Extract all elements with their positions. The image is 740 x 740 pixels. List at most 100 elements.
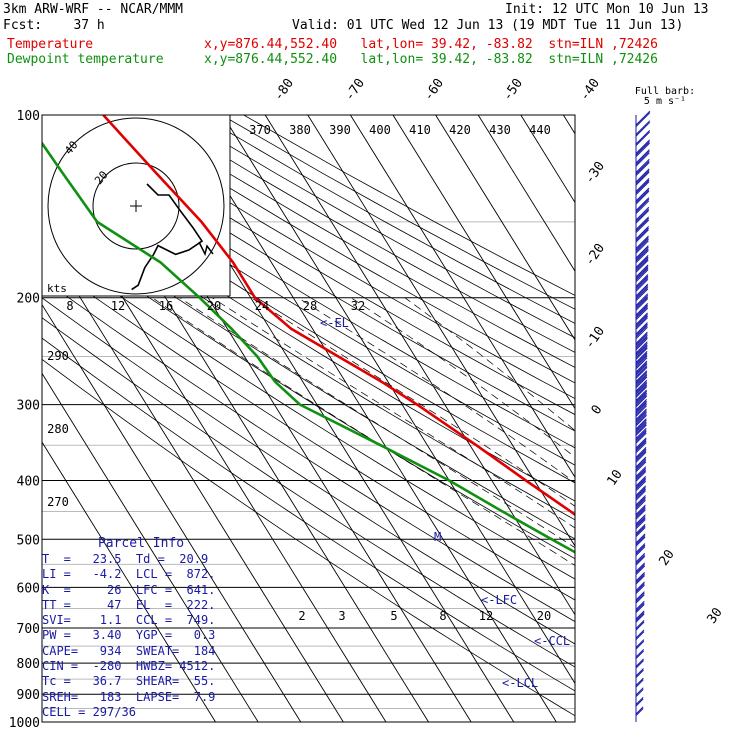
wind-barb <box>635 658 644 669</box>
level-annotation: <-LFC <box>481 593 517 607</box>
temperature-tick-label: -70 <box>342 76 368 104</box>
wind-barb <box>635 235 649 254</box>
pressure-tick-label: 900 <box>17 688 40 703</box>
pressure-tick-label: 800 <box>17 657 40 672</box>
dry-adiabat-line <box>155 115 575 353</box>
wind-barb <box>635 379 648 398</box>
hodograph-ring <box>47 117 225 295</box>
mixing-ratio-tick-label: 20 <box>207 299 221 313</box>
wind-barb <box>635 523 646 538</box>
wind-barb <box>635 370 648 389</box>
parcel-info-panel: Parcel Info T = 23.5 Td = 20.9 LI = -4.2… <box>42 536 230 724</box>
pressure-tick-label: 400 <box>17 474 40 489</box>
hodograph-ring <box>92 162 180 250</box>
mixing-ratio-tick-label: 2 <box>298 609 305 623</box>
mixing-ratio-tick-label: 20 <box>537 609 551 623</box>
theta-tick-label: 440 <box>529 123 551 137</box>
forecast-hour: Fcst: 37 h <box>3 18 105 33</box>
wind-barb <box>635 389 648 408</box>
wind-barb <box>635 168 650 186</box>
dry-adiabat-line <box>44 115 575 432</box>
dry-adiabat-line <box>42 189 575 521</box>
dry-adiabat-line <box>42 259 575 601</box>
wind-barb <box>635 504 646 520</box>
mixing-ratio-tick-label: 28 <box>303 299 317 313</box>
dry-adiabat-line <box>199 115 575 324</box>
moist-adiabat-line <box>251 297 575 507</box>
dry-adiabat-line <box>42 126 575 449</box>
temperature-tick-label: -80 <box>271 76 297 104</box>
wind-barb <box>635 322 648 340</box>
wind-barb <box>635 648 645 659</box>
isotherm-line <box>606 115 740 722</box>
wind-barb <box>635 264 649 283</box>
pressure-tick-label: 100 <box>17 109 40 124</box>
wind-barb <box>635 629 645 640</box>
wind-barb <box>635 620 645 631</box>
wind-barb <box>635 331 648 351</box>
dry-adiabat-line <box>42 173 575 502</box>
pressure-tick-label: 200 <box>17 292 40 307</box>
theta-tick-label: 270 <box>47 495 69 509</box>
wind-barb <box>635 610 645 623</box>
wind-barb <box>635 178 650 196</box>
parcel-row: K = 26 LFC = 641. <box>42 582 216 597</box>
plot-frame <box>41 114 576 723</box>
mixing-ratio-line <box>672 587 740 722</box>
wind-barb <box>635 399 647 417</box>
isotherm-line <box>42 303 302 722</box>
theta-tick-label: 420 <box>449 123 471 137</box>
wind-barb <box>635 437 647 454</box>
level-annotation: <-LCL <box>502 676 538 690</box>
mixing-ratio-tick-label: 32 <box>351 299 365 313</box>
wind-barb <box>635 562 646 576</box>
wind-barb <box>635 591 645 604</box>
wind-barb <box>635 543 646 557</box>
wind-barb <box>635 456 647 473</box>
wind-barb <box>635 158 650 177</box>
parcel-row: T = 23.5 Td = 20.9 <box>42 552 209 566</box>
model-title: 3km ARW-WRF -- NCAR/MMM <box>3 2 184 17</box>
wind-barb <box>635 706 644 716</box>
mixing-ratio-line <box>644 587 740 722</box>
temperature-tick-label: 0 <box>589 402 606 417</box>
temperature-tick-label: -30 <box>582 159 608 187</box>
isotherm-line <box>307 115 575 547</box>
wind-barb <box>635 485 646 501</box>
dry-adiabat-line <box>42 337 575 692</box>
wind-barb <box>635 408 647 427</box>
dry-adiabat-line <box>42 223 575 560</box>
wind-barb <box>635 639 645 650</box>
dry-adiabat-line <box>221 115 575 310</box>
wind-barb <box>635 245 649 264</box>
dry-adiabat-line <box>42 142 575 466</box>
dry-adiabat-line <box>42 241 575 580</box>
wind-barb <box>635 226 649 243</box>
mixing-ratio-tick-label: 24 <box>255 299 269 313</box>
mixing-ratio-tick-label: 3 <box>338 609 345 623</box>
pressure-tick-label: 1000 <box>9 716 40 731</box>
temperature-location-info: x,y=876.44,552.40 lat,lon= 39.42, -83.82… <box>204 37 658 52</box>
theta-tick-label: 390 <box>329 123 351 137</box>
hodograph-units: kts <box>47 282 67 295</box>
dry-adiabat-line <box>133 115 575 368</box>
temperature-tick-label: -10 <box>582 324 608 352</box>
wind-barb <box>635 283 649 302</box>
parcel-row: LI = -4.2 LCL = 872. <box>42 567 216 582</box>
theta-tick-label: 380 <box>289 123 311 137</box>
pressure-tick-label: 500 <box>17 533 40 548</box>
isotherm-line <box>264 115 575 616</box>
wind-barb <box>635 293 649 311</box>
dry-adiabat-line <box>67 115 575 416</box>
dry-adiabat-line <box>42 206 575 540</box>
wind-barb <box>635 360 648 379</box>
wind-barb <box>635 533 646 547</box>
dry-adiabat-line <box>42 157 575 484</box>
wind-barb <box>635 302 649 321</box>
wind-barb <box>635 475 647 492</box>
wind-barb <box>635 696 644 707</box>
theta-tick-label: 410 <box>409 123 431 137</box>
level-annotation: M <box>434 530 441 544</box>
mixing-ratio-tick-label: 8 <box>66 299 73 313</box>
